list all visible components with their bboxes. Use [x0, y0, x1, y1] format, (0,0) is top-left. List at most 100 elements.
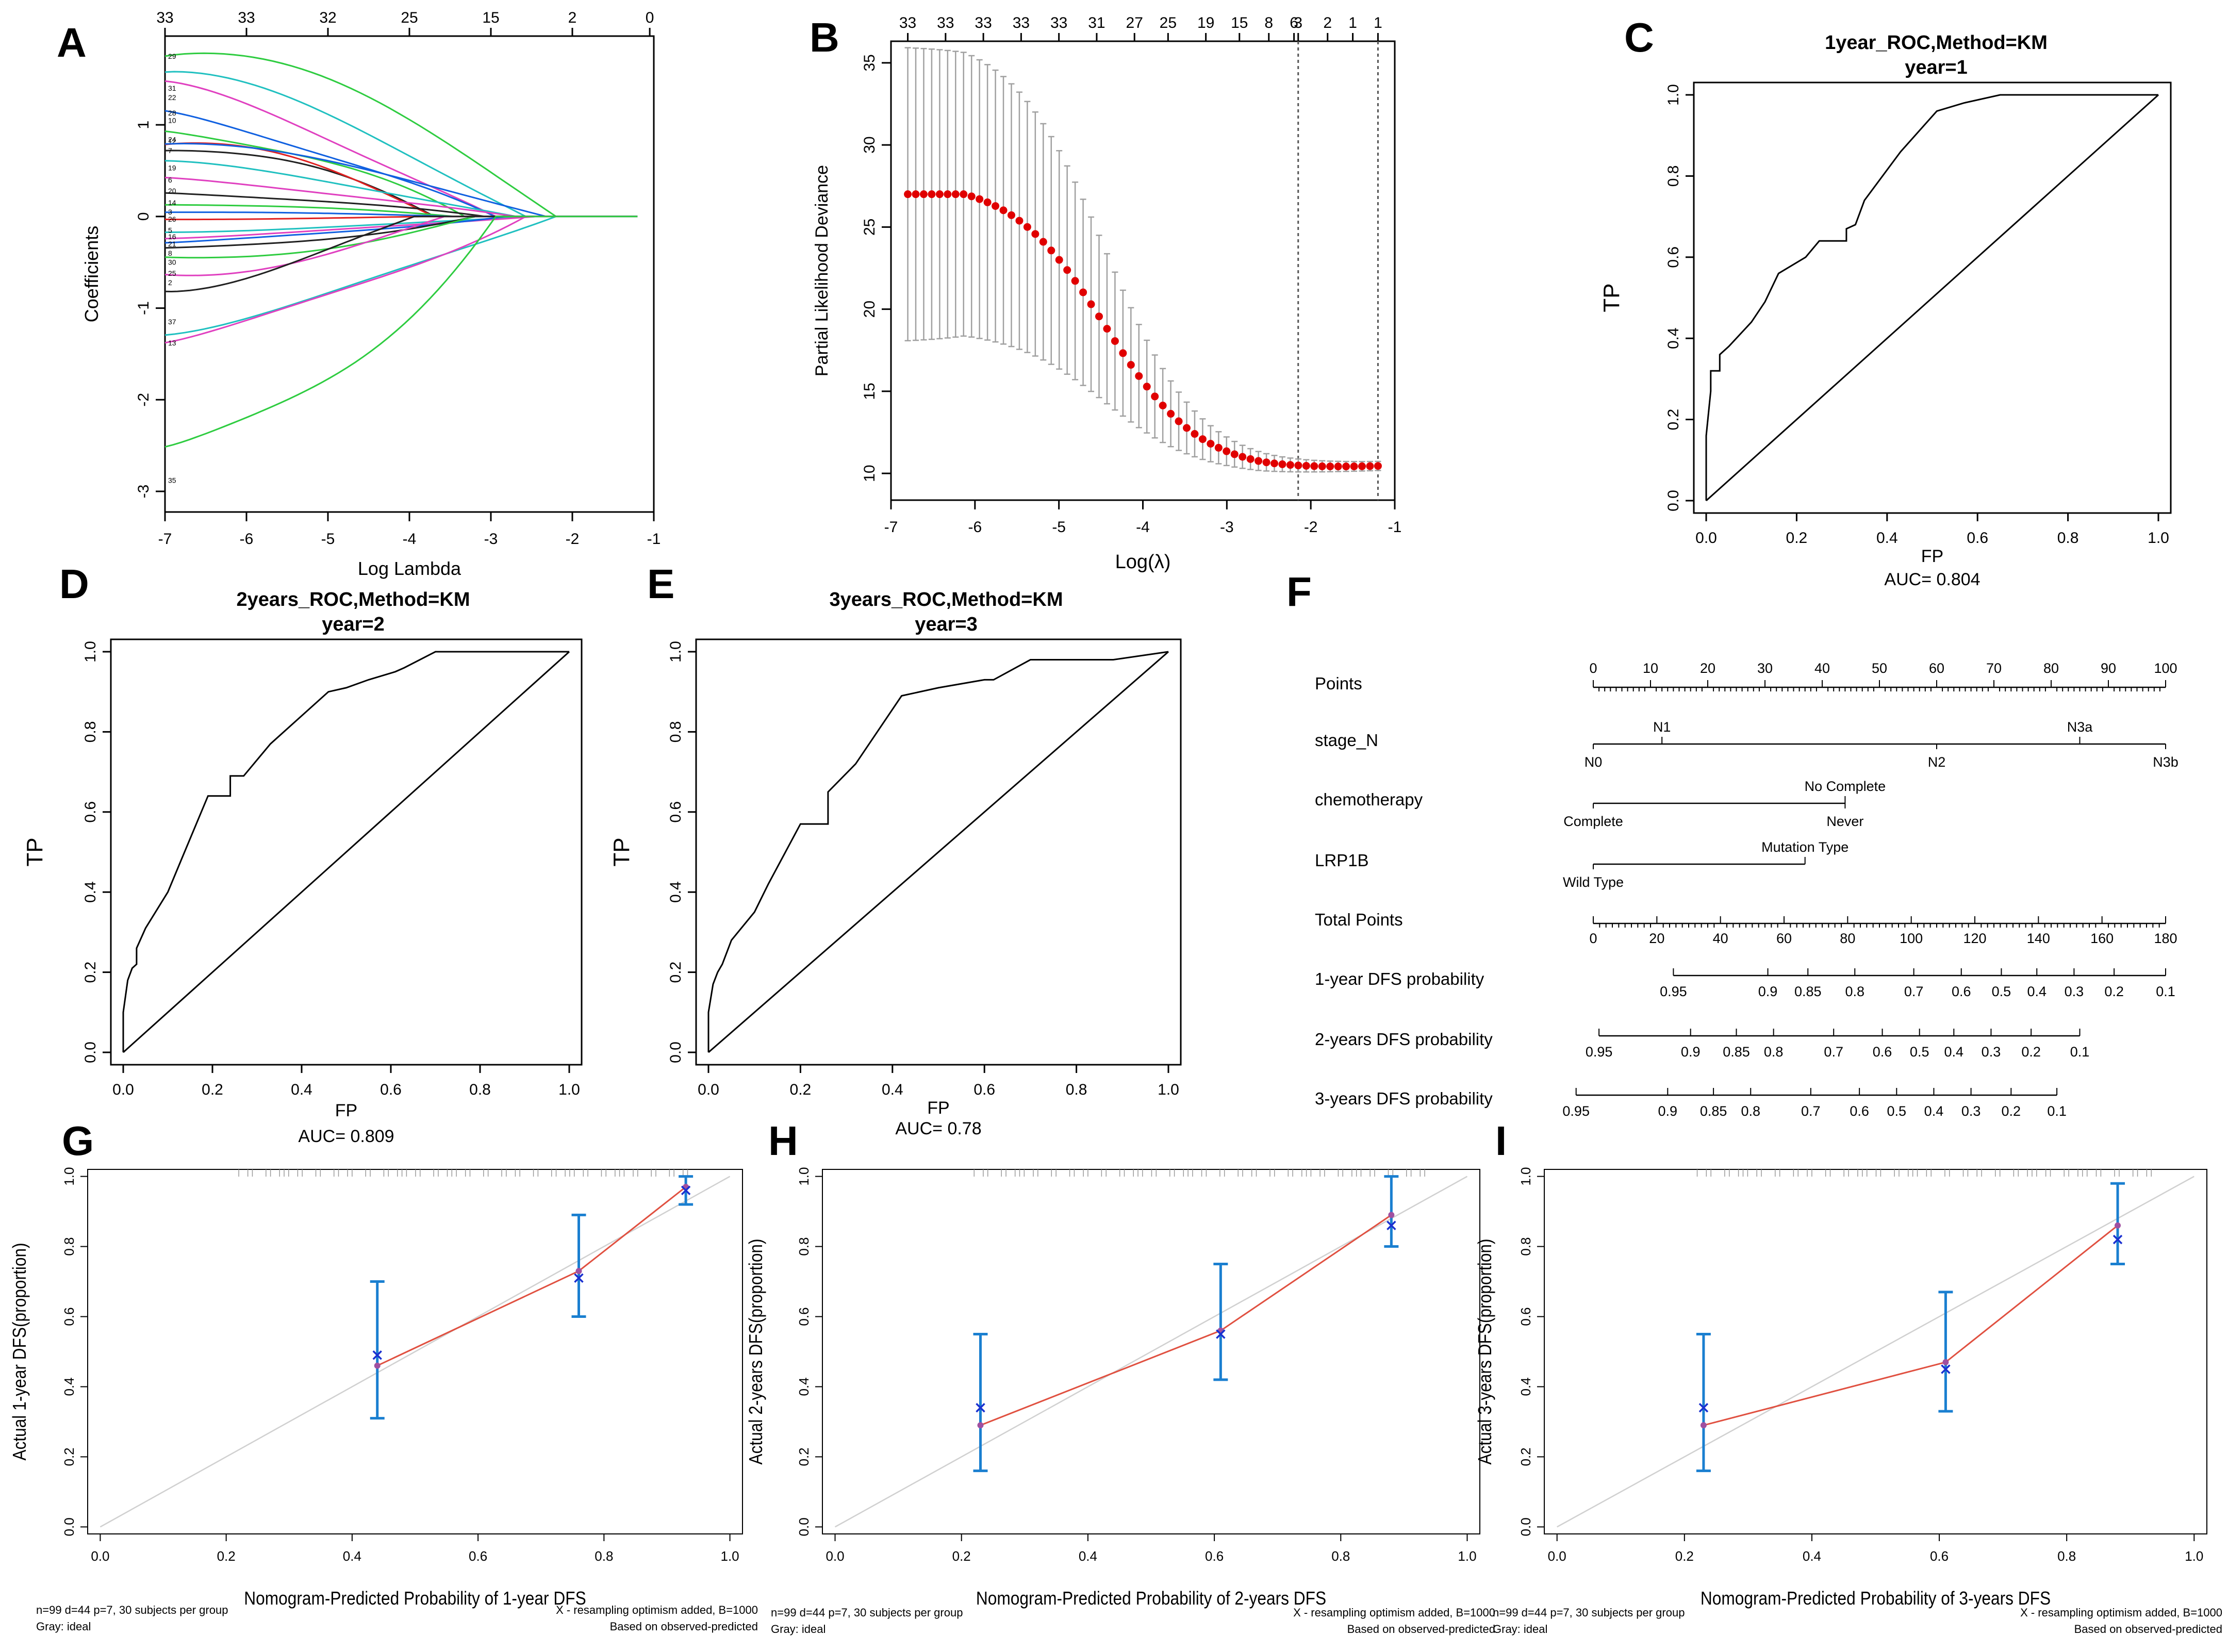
row-label: LRP1B — [1315, 851, 1369, 870]
scale-tick-label: 50 — [1872, 660, 1887, 676]
path-label: 26 — [168, 215, 176, 223]
cv-point — [1063, 266, 1071, 274]
path-label: 29 — [168, 52, 176, 60]
top-count-label: 33 — [238, 9, 255, 26]
x-tick-label: 0.8 — [595, 1548, 613, 1564]
cv-point — [1302, 461, 1310, 470]
footnote-right-2: Based on observed-predicted — [1347, 1623, 1495, 1636]
y-axis-label: Actual 1-year DFS(proportion) — [9, 1243, 30, 1460]
y-tick-label: 0.4 — [1665, 327, 1682, 349]
coef-path-19 — [164, 160, 638, 218]
path-label: 2 — [168, 278, 172, 287]
coef-path-20 — [164, 192, 638, 218]
y-tick-label: 0.8 — [796, 1237, 812, 1255]
scale-tick-label: 0 — [1589, 660, 1597, 676]
roc-title: 1year_ROC,Method=KM — [1825, 32, 2048, 54]
y-axis-label: TP — [1599, 283, 1624, 312]
y-tick-label: 1.0 — [1518, 1167, 1533, 1186]
path-label: 21 — [168, 240, 176, 248]
y-tick-label: 1.0 — [1665, 84, 1682, 106]
path-label: 35 — [168, 476, 176, 485]
y-tick-label: 0.4 — [796, 1377, 812, 1396]
y-tick-label: 1.0 — [61, 1167, 77, 1186]
x-tick-label: 1.0 — [2148, 530, 2169, 547]
top-count-label: 6 — [1290, 14, 1298, 31]
x-tick-label: -5 — [321, 531, 335, 548]
cv-point — [1175, 417, 1183, 425]
path-label: 22 — [168, 93, 176, 102]
x-axis-label: Nomogram-Predicted Probability of 3-year… — [1701, 1588, 2051, 1609]
cv-point — [992, 202, 1000, 210]
y-tick-label: 25 — [861, 219, 878, 236]
x-tick-label: -1 — [647, 531, 661, 548]
y-tick-label: -1 — [135, 301, 152, 315]
x-tick-label: 0.6 — [973, 1081, 995, 1098]
probability-tick-label: 0.95 — [1562, 1103, 1590, 1119]
cv-point — [1374, 462, 1382, 470]
top-count-label: 3 — [1294, 14, 1302, 31]
x-tick-label: 0.2 — [1786, 530, 1808, 547]
coef-path-10 — [164, 130, 638, 218]
footnote-left-2: Gray: ideal — [36, 1620, 91, 1633]
x-tick-label: 0.4 — [882, 1081, 903, 1098]
probability-tick-label: 0.5 — [1992, 984, 2011, 999]
scale-tick-label: 30 — [1757, 660, 1773, 676]
y-tick-label: 35 — [861, 54, 878, 71]
top-count-label: 25 — [1160, 14, 1177, 31]
x-tick-label: -2 — [1304, 519, 1318, 536]
y-axis-label: Partial Likelihood Deviance — [812, 165, 832, 376]
x-tick-label: 0.0 — [826, 1548, 844, 1564]
x-tick-label: 0.0 — [1695, 530, 1717, 547]
level-label: N1 — [1653, 719, 1671, 735]
x-tick-label: 1.0 — [558, 1081, 580, 1098]
cv-point — [944, 190, 952, 199]
coef-path-8 — [164, 216, 638, 249]
path-label: 24 — [168, 136, 176, 144]
plot-frame — [1693, 81, 2172, 514]
roc-curve — [122, 651, 569, 1052]
path-label: 6 — [168, 176, 172, 184]
y-tick-label: 0.2 — [1518, 1447, 1533, 1466]
cv-point — [919, 190, 928, 199]
y-tick-label: 0.8 — [61, 1237, 77, 1255]
coef-path-6 — [164, 176, 638, 218]
cv-point — [1007, 211, 1015, 219]
panel-label-b: B — [810, 14, 839, 60]
coef-path-26 — [164, 216, 638, 221]
path-label: 37 — [168, 318, 176, 326]
footnote-right: X - resampling optimism added, B=1000 — [1293, 1606, 1495, 1619]
top-count-label: 2 — [1323, 14, 1332, 31]
y-tick-label: 0.6 — [61, 1307, 77, 1326]
path-label: 5 — [168, 226, 172, 235]
scale-tick-label: 70 — [1986, 660, 2002, 676]
y-tick-label: 0 — [135, 212, 152, 221]
top-count-label: 1 — [1374, 14, 1382, 31]
cv-point — [1135, 372, 1143, 380]
corrected-marker — [1698, 1403, 1709, 1413]
x-tick-label: 0.6 — [1967, 530, 1988, 547]
y-tick-label: 15 — [861, 383, 878, 400]
probability-tick-label: 0.9 — [1658, 1103, 1678, 1119]
y-axis-label: TP — [22, 837, 47, 866]
probability-tick-label: 0.95 — [1660, 984, 1687, 999]
top-count-label: 32 — [319, 9, 336, 26]
probability-tick-label: 0.8 — [1764, 1044, 1784, 1060]
y-tick-label: -2 — [135, 393, 152, 407]
x-tick-label: 0.8 — [2057, 1548, 2076, 1564]
probability-tick-label: 0.9 — [1758, 984, 1778, 999]
coef-path-2 — [164, 216, 638, 293]
x-tick-label: -3 — [1220, 519, 1234, 536]
y-tick-label: 0.8 — [1665, 166, 1682, 187]
y-tick-label: 0.4 — [1518, 1377, 1533, 1396]
scale-tick-label: 10 — [1643, 660, 1658, 676]
cv-point — [1214, 443, 1223, 452]
path-label: 30 — [168, 258, 176, 267]
cv-point — [1294, 461, 1302, 470]
probability-tick-label: 0.4 — [1924, 1103, 1944, 1119]
probability-tick-label: 0.1 — [2047, 1103, 2067, 1119]
top-count-label: 25 — [401, 9, 418, 26]
footnote-right: X - resampling optimism added, B=1000 — [2020, 1606, 2222, 1619]
y-tick-label: 0.0 — [796, 1517, 812, 1536]
coef-path-13 — [164, 216, 638, 344]
x-tick-label: -2 — [566, 531, 580, 548]
